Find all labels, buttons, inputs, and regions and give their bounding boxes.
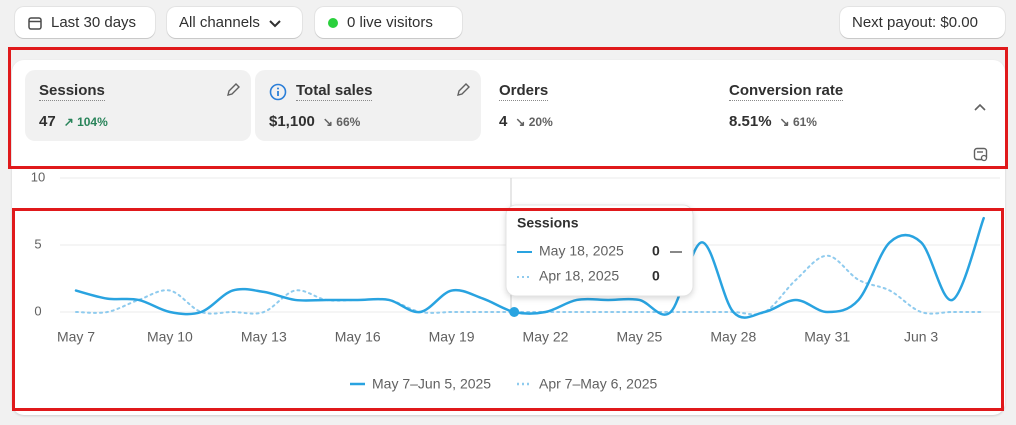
metric-label: Sessions — [39, 82, 105, 101]
live-visitors-button[interactable]: 0 live visitors — [315, 7, 462, 38]
metric-value-row: $1,100 ↘ 66% — [269, 113, 360, 130]
tooltip-box — [505, 204, 694, 297]
metric-value-row: 8.51% ↘ 61% — [729, 113, 817, 130]
date-range-text: Last 30 days — [51, 14, 137, 31]
payout-text: Next payout: $0.00 — [852, 14, 978, 31]
metric-change-value: 61% — [792, 115, 817, 129]
metric-change-value: 66% — [336, 115, 361, 129]
series-line — [74, 216, 985, 319]
tooltip: Sessions May 18, 2025 0 Apr 18, 2025 0 — [505, 204, 694, 297]
metric-change-value: 104% — [77, 115, 108, 129]
metric-change-value: 20% — [528, 115, 553, 129]
live-dot — [328, 17, 338, 28]
x-tick-label: Jun 3 — [904, 329, 938, 345]
info-icon — [269, 83, 287, 101]
x-tick-label: May 22 — [523, 329, 569, 345]
x-tick-label: May 10 — [147, 329, 193, 345]
report-icon[interactable] — [973, 147, 989, 163]
tooltip-title: Sessions — [517, 215, 579, 231]
metric-card[interactable]: Total sales $1,100 ↘ 66% — [255, 70, 481, 141]
highlight-box — [12, 208, 1004, 411]
metric-value: 4 — [499, 113, 508, 130]
y-tick-label: 10 — [31, 169, 45, 184]
x-tick-label: May 28 — [710, 329, 756, 345]
legend-label: May 7–Jun 5, 2025 — [372, 376, 491, 392]
collapse-chevron[interactable] — [973, 100, 987, 114]
edit-icon[interactable] — [225, 82, 241, 98]
x-tick-label: May 7 — [57, 329, 95, 345]
tooltip-value: 0 — [652, 243, 660, 259]
metric-value: 8.51% — [729, 113, 772, 130]
channels-text: All channels — [179, 14, 260, 31]
metric-value-row: 4 ↘ 20% — [499, 113, 553, 130]
x-tick-label: May 13 — [241, 329, 287, 345]
channels-button[interactable]: All channels — [167, 7, 302, 38]
tooltip-value: 0 — [652, 268, 660, 284]
tooltip-date: May 18, 2025 — [539, 243, 624, 259]
y-tick-label: 5 — [34, 236, 41, 251]
calendar-icon — [28, 16, 42, 30]
metric-card[interactable]: Orders 4 ↘ 20% — [485, 70, 711, 141]
metric-card[interactable]: Sessions 47 ↗ 104% — [25, 70, 251, 141]
edit-icon[interactable] — [455, 82, 471, 98]
hover-point — [509, 307, 520, 317]
metric-label: Conversion rate — [729, 82, 844, 101]
metric-change: ↘ 20% — [515, 115, 553, 129]
metric-value: 47 — [39, 113, 56, 130]
highlight-box — [8, 47, 1008, 169]
y-tick-label: 0 — [34, 303, 41, 318]
tooltip-date: Apr 18, 2025 — [539, 268, 619, 284]
legend-label: Apr 7–May 6, 2025 — [539, 376, 658, 392]
x-tick-label: May 31 — [804, 329, 850, 345]
x-tick-label: May 25 — [616, 329, 662, 345]
x-tick-label: May 16 — [335, 329, 381, 345]
metric-label: Orders — [499, 82, 549, 101]
x-tick-label: May 19 — [429, 329, 475, 345]
metric-label: Total sales — [296, 82, 373, 101]
payout-button[interactable]: Next payout: $0.00 — [840, 7, 1005, 38]
metric-value-row: 47 ↗ 104% — [39, 113, 108, 130]
date-range-button[interactable]: Last 30 days — [15, 7, 155, 38]
metric-change: ↘ 66% — [322, 115, 361, 129]
series-line — [75, 254, 985, 316]
metric-card[interactable]: Conversion rate 8.51% ↘ 61% — [715, 70, 941, 141]
metric-value: $1,100 — [269, 113, 315, 130]
metric-change: ↘ 61% — [779, 115, 817, 129]
chevron-down — [269, 19, 281, 27]
metric-change: ↗ 104% — [63, 115, 108, 129]
live-visitors-text: 0 live visitors — [347, 14, 433, 31]
